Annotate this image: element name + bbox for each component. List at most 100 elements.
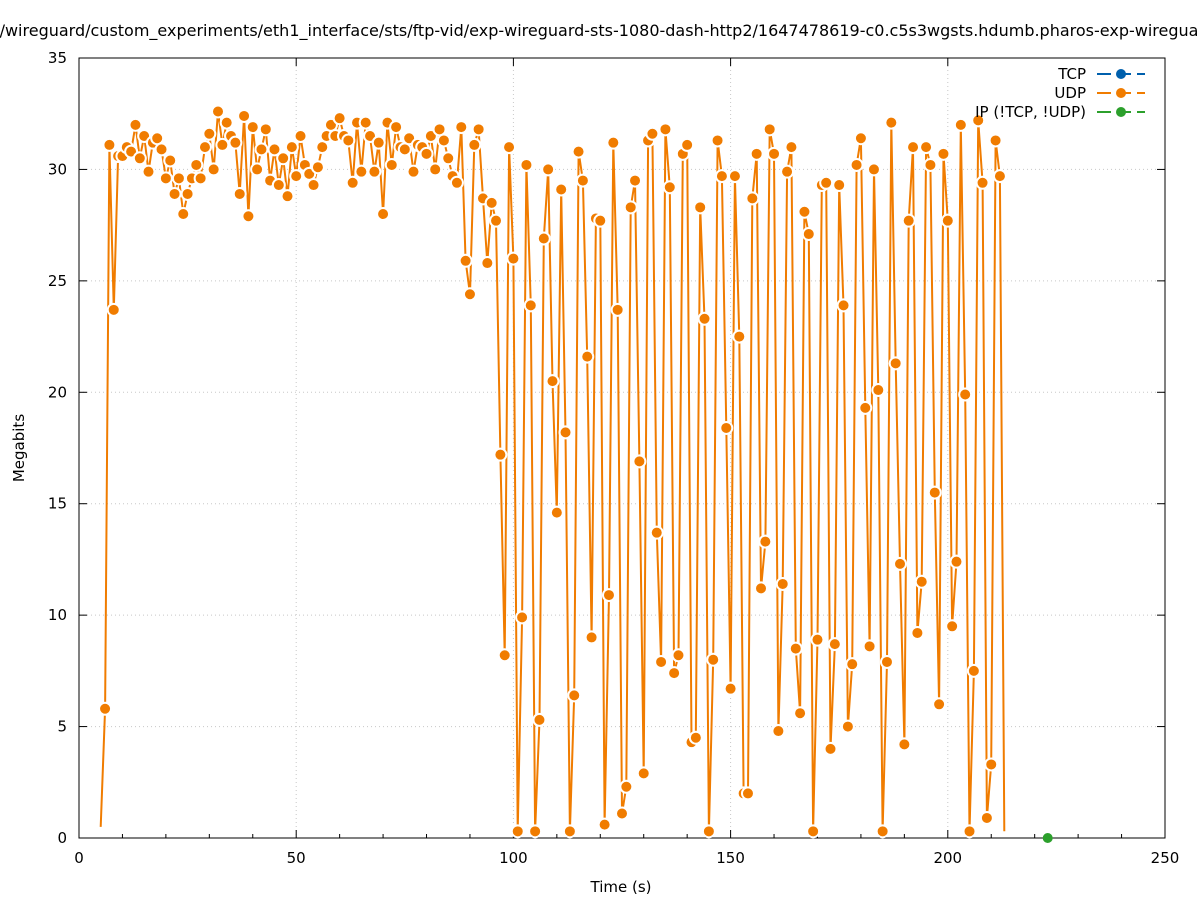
data-point bbox=[962, 824, 977, 839]
data-point bbox=[211, 104, 226, 119]
series-line-udp bbox=[99, 111, 1006, 832]
data-point bbox=[241, 209, 256, 224]
data-point bbox=[389, 120, 404, 135]
data-point bbox=[758, 534, 773, 549]
data-point bbox=[345, 175, 360, 190]
data-point bbox=[180, 186, 195, 201]
data-point bbox=[884, 115, 899, 130]
data-point bbox=[940, 213, 955, 228]
data-point bbox=[163, 153, 178, 168]
data-point bbox=[606, 135, 621, 150]
data-point bbox=[615, 806, 629, 821]
data-point bbox=[979, 810, 994, 825]
data-point bbox=[367, 164, 382, 179]
data-point bbox=[971, 113, 986, 128]
x-axis-label: Time (s) bbox=[590, 878, 652, 896]
data-point bbox=[228, 135, 243, 150]
data-point bbox=[280, 189, 295, 204]
data-point bbox=[645, 126, 660, 141]
data-point bbox=[636, 766, 651, 781]
data-point bbox=[176, 207, 191, 221]
data-point bbox=[649, 525, 664, 540]
data-point bbox=[784, 140, 799, 155]
data-point bbox=[966, 663, 981, 678]
data-point bbox=[528, 824, 543, 839]
data-point bbox=[480, 256, 495, 271]
data-point bbox=[840, 719, 855, 734]
data-point bbox=[927, 485, 942, 500]
data-point bbox=[671, 648, 686, 663]
data-point bbox=[245, 120, 260, 135]
data-point bbox=[489, 213, 504, 228]
data-point bbox=[623, 200, 638, 215]
data-point bbox=[775, 576, 790, 591]
data-point bbox=[936, 146, 951, 161]
data-point bbox=[610, 302, 625, 317]
data-point bbox=[806, 824, 821, 839]
data-point bbox=[271, 178, 286, 193]
data-point bbox=[384, 157, 399, 172]
data-point bbox=[701, 824, 716, 839]
data-point bbox=[171, 171, 186, 186]
data-point bbox=[580, 349, 595, 364]
data-point bbox=[441, 151, 456, 166]
data-point bbox=[267, 142, 282, 157]
data-point bbox=[436, 133, 451, 148]
legend-label: IP (!TCP, !UDP) bbox=[975, 103, 1086, 121]
data-point bbox=[688, 730, 703, 745]
data-point bbox=[945, 619, 960, 634]
data-point bbox=[827, 637, 842, 652]
data-point bbox=[197, 140, 212, 155]
data-point bbox=[601, 588, 616, 603]
data-point bbox=[988, 133, 1003, 148]
data-point bbox=[853, 131, 868, 146]
data-point bbox=[871, 383, 886, 398]
data-point bbox=[658, 122, 673, 137]
data-point bbox=[575, 173, 590, 188]
data-point bbox=[858, 400, 873, 415]
data-point bbox=[406, 164, 421, 179]
data-point bbox=[289, 169, 304, 184]
data-point bbox=[897, 737, 912, 752]
data-point bbox=[767, 146, 782, 161]
data-point bbox=[879, 654, 894, 669]
data-point bbox=[849, 157, 864, 172]
data-point bbox=[762, 122, 777, 137]
x-tick-label: 200 bbox=[933, 849, 962, 867]
data-point bbox=[697, 311, 712, 326]
data-point bbox=[158, 171, 173, 186]
chart-title: us/wireguard/custom_experiments/eth1_int… bbox=[0, 21, 1197, 41]
data-point bbox=[332, 111, 347, 126]
data-point bbox=[571, 144, 586, 159]
data-point bbox=[510, 824, 525, 839]
data-point bbox=[984, 757, 999, 772]
data-point bbox=[901, 213, 916, 228]
data-point bbox=[584, 630, 599, 645]
data-point bbox=[819, 175, 834, 190]
data-point bbox=[953, 117, 968, 132]
data-point bbox=[719, 420, 734, 435]
data-point bbox=[454, 120, 469, 135]
plot-frame bbox=[78, 57, 1166, 839]
data-point bbox=[810, 632, 825, 647]
y-tick-label: 5 bbox=[57, 718, 67, 736]
data-point bbox=[193, 171, 208, 186]
data-point bbox=[254, 142, 269, 157]
data-point bbox=[632, 454, 647, 469]
data-point bbox=[866, 162, 881, 177]
data-point bbox=[910, 625, 925, 640]
data-point bbox=[232, 186, 247, 201]
data-point bbox=[371, 135, 386, 150]
data-point bbox=[541, 162, 556, 177]
y-tick-label: 10 bbox=[48, 606, 67, 624]
data-point bbox=[502, 140, 517, 155]
data-point bbox=[458, 253, 473, 268]
y-tick-label: 25 bbox=[48, 272, 67, 290]
y-tick-label: 30 bbox=[48, 160, 67, 178]
data-point bbox=[949, 554, 964, 569]
x-tick-label: 0 bbox=[74, 849, 84, 867]
data-point bbox=[1042, 833, 1053, 843]
data-point bbox=[306, 178, 321, 193]
